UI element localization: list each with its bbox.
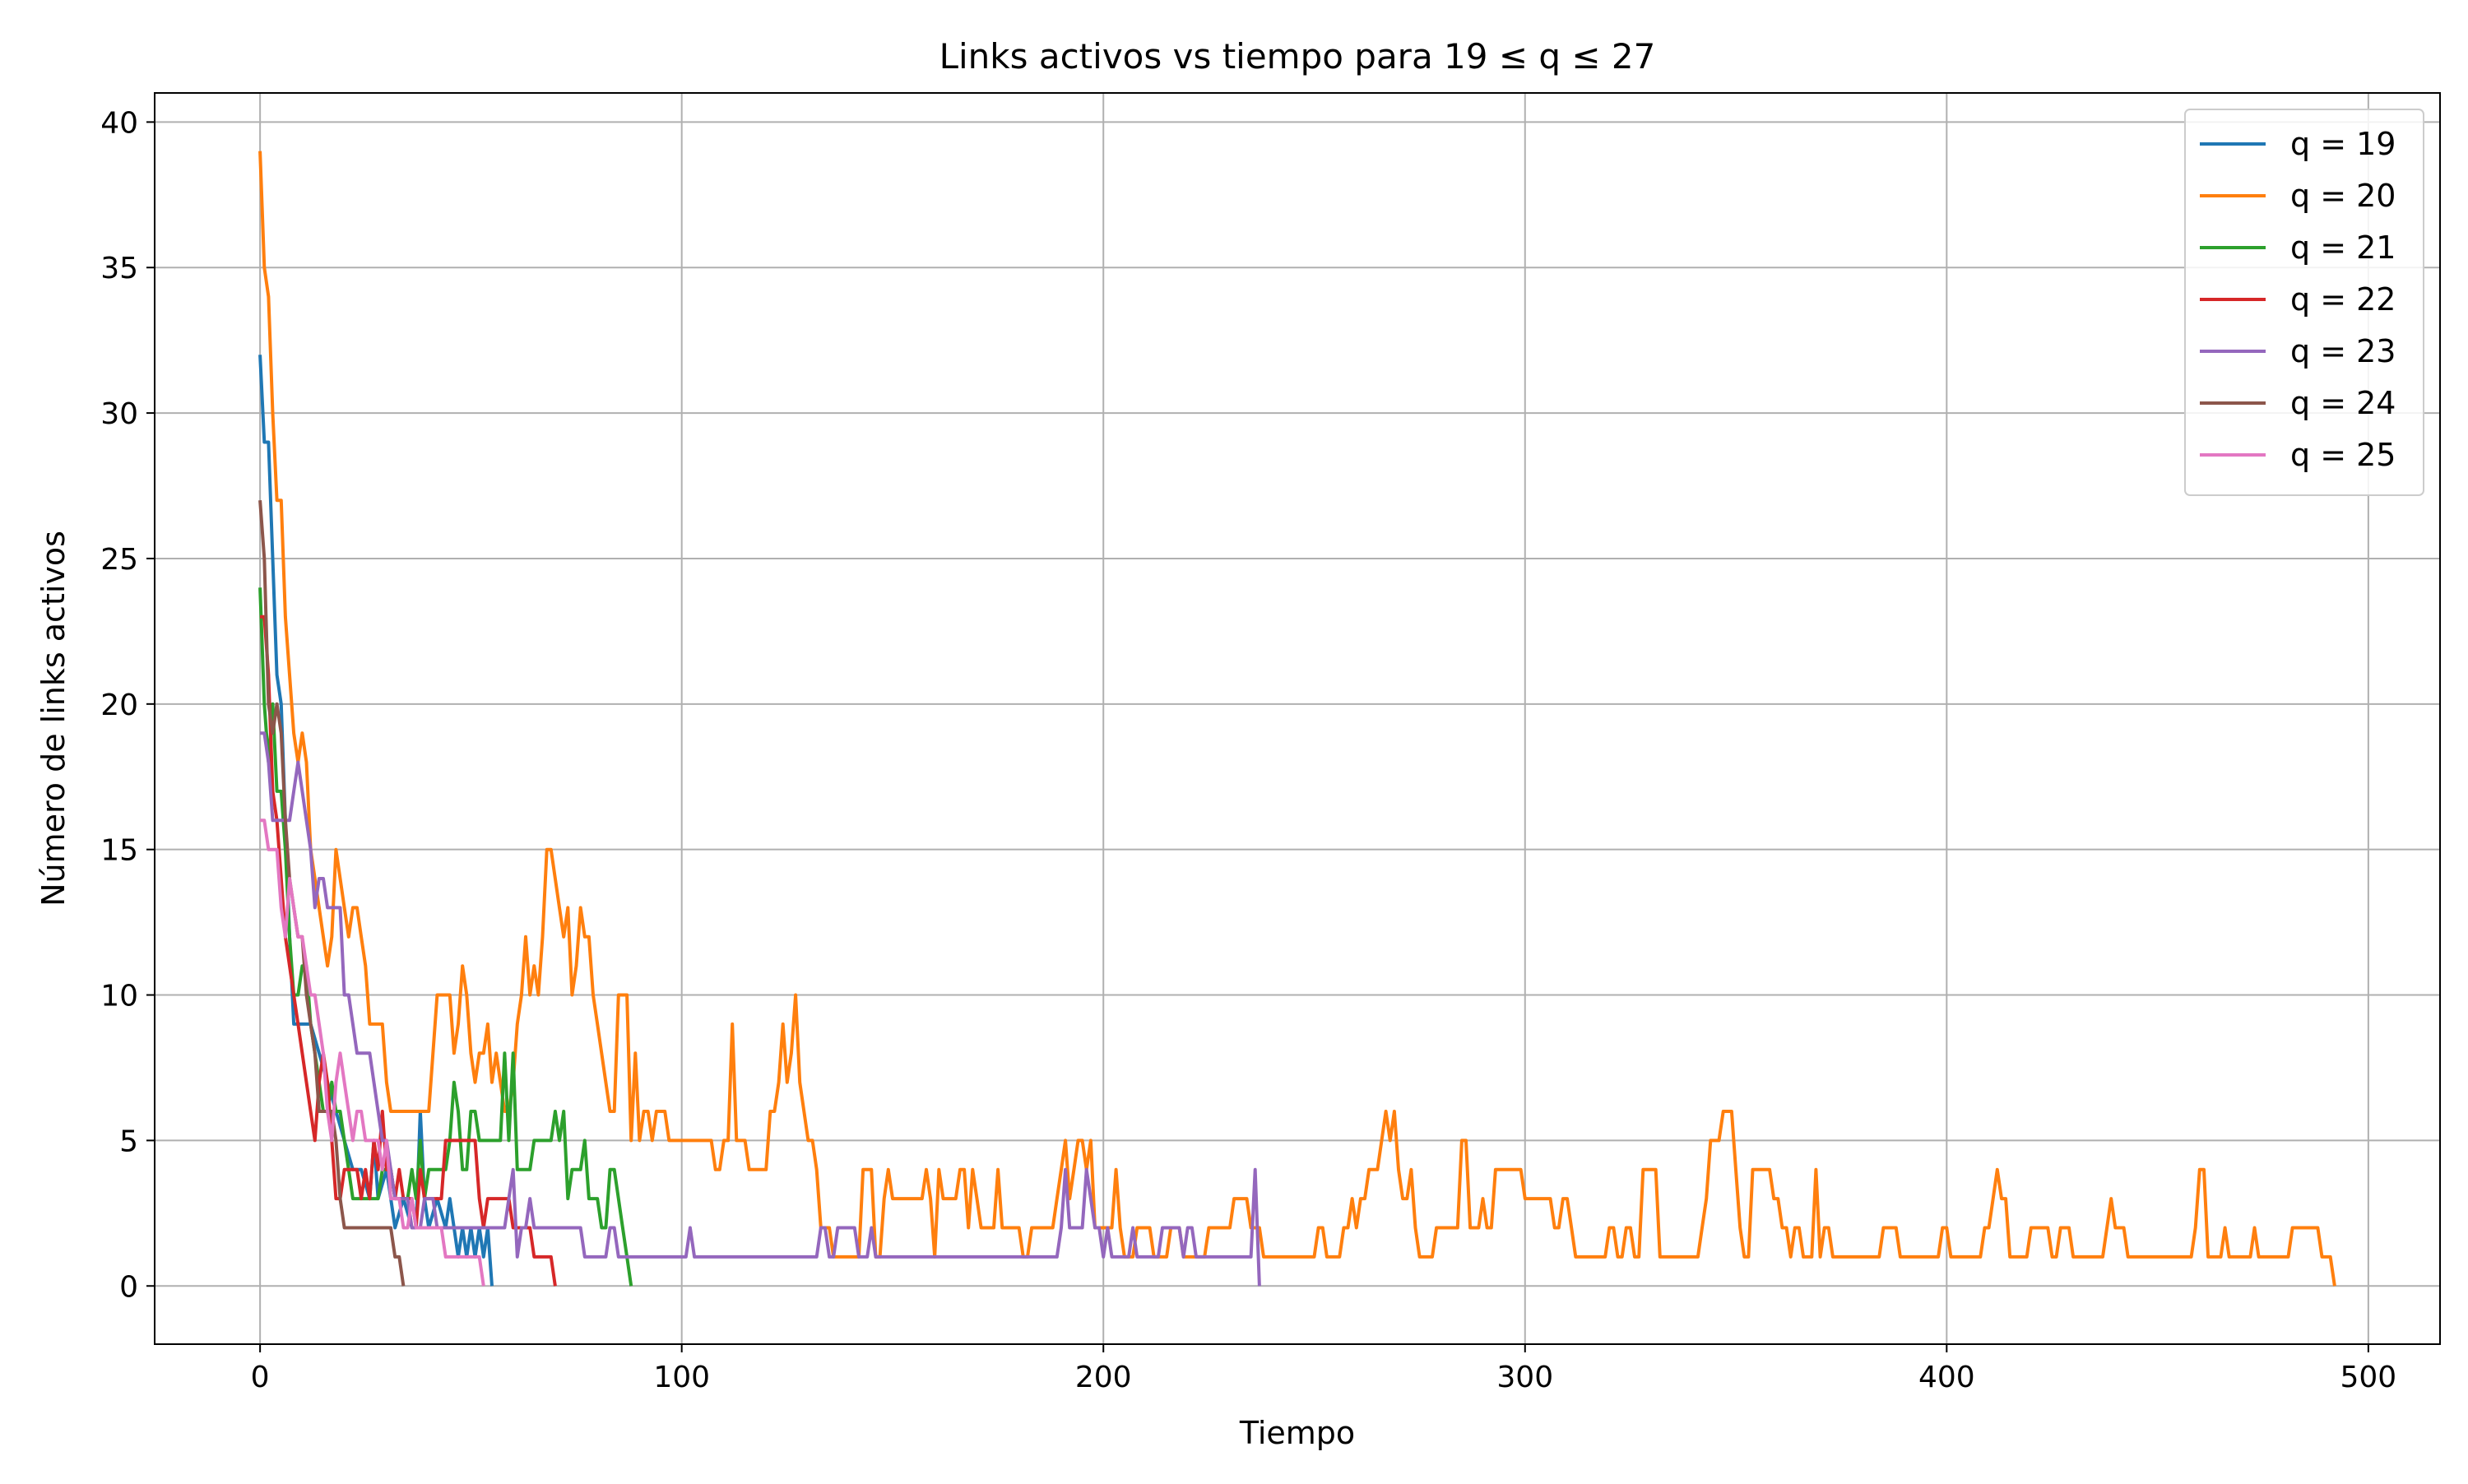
chart-title: Links activos vs tiempo para 19 ≤ q ≤ 27	[939, 36, 1656, 77]
x-tick-label: 400	[1918, 1361, 1975, 1394]
series-line-q24	[258, 500, 406, 1287]
legend-label: q = 21	[2290, 230, 2396, 266]
y-tick-label: 15	[100, 834, 138, 868]
legend-label: q = 20	[2290, 178, 2396, 214]
y-tick-label: 40	[100, 106, 138, 140]
x-tick-label: 300	[1496, 1361, 1553, 1394]
legend-label: q = 22	[2290, 281, 2396, 318]
plot-frame	[154, 92, 2441, 1345]
x-tick-label: 200	[1075, 1361, 1132, 1394]
y-axis-label: Número de links activos	[35, 531, 72, 907]
y-tick-label: 30	[100, 397, 138, 431]
series-line-q21	[258, 587, 633, 1287]
legend-label: q = 24	[2290, 385, 2396, 421]
series-line-q25	[260, 819, 485, 1287]
axis-ticks: 0 100 200 300 400 500 0 5 10 15 20 25 30 35 40	[100, 106, 2396, 1394]
y-tick-label: 20	[100, 689, 138, 722]
series-lines	[258, 151, 2336, 1287]
x-axis-label: Tiempo	[1239, 1415, 1355, 1451]
legend-label: q = 23	[2290, 333, 2396, 369]
y-tick-label: 0	[119, 1270, 138, 1304]
y-tick-label: 25	[100, 543, 138, 577]
y-tick-label: 35	[100, 252, 138, 285]
series-line-q20	[258, 151, 2336, 1287]
x-tick-label: 0	[251, 1361, 270, 1394]
legend-box	[2184, 109, 2424, 496]
x-tick-label: 500	[2340, 1361, 2397, 1394]
x-tick-label: 100	[653, 1361, 710, 1394]
legend-label: q = 25	[2290, 437, 2396, 473]
y-tick-label: 5	[119, 1125, 138, 1158]
legend: q = 19 q = 20 q = 21 q = 22 q = 23 q = 24 q = …	[2184, 109, 2424, 496]
y-tick-label: 10	[100, 980, 138, 1013]
legend-label: q = 19	[2290, 126, 2396, 162]
